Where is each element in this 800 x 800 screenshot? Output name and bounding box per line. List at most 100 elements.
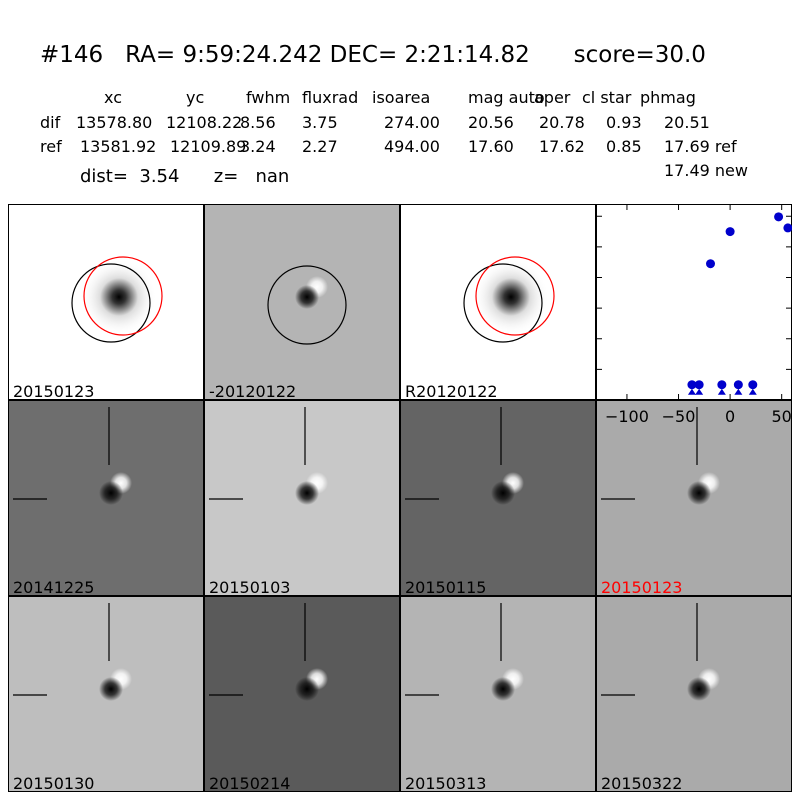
- cutout-image: [13, 407, 132, 505]
- cutout-image: [463, 256, 555, 343]
- row-value: 3.24: [240, 137, 276, 156]
- column-header: cl star: [582, 88, 632, 107]
- x-tick-label: −100: [605, 407, 649, 426]
- row-value: 8.56: [240, 113, 276, 132]
- reference-circle: [83, 256, 163, 336]
- row-value: 12109.89: [170, 137, 247, 156]
- source-blob: [473, 259, 549, 335]
- column-header: mag auto: [468, 88, 545, 107]
- upper-limit-arrow: [734, 388, 743, 395]
- panel-date-label: 20150103: [209, 578, 291, 596]
- cutout-image: [601, 603, 720, 701]
- x-tick-label: 50: [772, 407, 792, 426]
- negative-residual: [687, 677, 711, 701]
- panel-date-label: 20150214: [209, 774, 291, 792]
- panel-date-label: R20120122: [405, 382, 498, 400]
- panel-date-label: 20150115: [405, 578, 487, 596]
- cutout-image: [209, 603, 328, 701]
- row-value: 20.78: [539, 113, 585, 132]
- column-header: fwhm: [246, 88, 291, 107]
- upper-limit-arrow: [687, 388, 696, 395]
- aperture-circle: [71, 263, 151, 343]
- row-value: 13578.80: [76, 113, 153, 132]
- cutout-panel: 20150130: [8, 596, 204, 792]
- cutout-panel: 20150115: [400, 400, 596, 596]
- negative-residual: [687, 481, 711, 505]
- cutout-image: [405, 603, 524, 701]
- plot-frame: [596, 204, 792, 400]
- column-header: xc: [104, 88, 122, 107]
- row-value: 17.60: [468, 137, 514, 156]
- negative-residual: [491, 481, 515, 505]
- row-value: 17.69 ref: [664, 137, 737, 156]
- data-point: [774, 212, 784, 222]
- reference-circle: [475, 256, 555, 336]
- x-tick-label: −50: [662, 407, 696, 426]
- upper-limit-point: [687, 380, 697, 390]
- row-value: 0.93: [606, 113, 642, 132]
- data-point: [725, 227, 735, 237]
- row-value: 20.56: [468, 113, 514, 132]
- cutout-panel: 20141225: [8, 400, 204, 596]
- upper-limit-arrow: [695, 388, 704, 395]
- row-value: 20.51: [664, 113, 710, 132]
- cutout-panel: -20120122: [204, 204, 400, 400]
- column-header: phmag: [640, 88, 696, 107]
- panel-date-label: 20150322: [601, 774, 683, 792]
- cutout-panel: 20150313: [400, 596, 596, 792]
- panel-date-label: 20150123: [13, 382, 95, 400]
- upper-limit-arrow: [748, 388, 757, 395]
- column-header: isoarea: [372, 88, 431, 107]
- panel-date-label: -20120122: [209, 382, 297, 400]
- cutout-image: [601, 407, 720, 505]
- cutout-image: [13, 603, 132, 701]
- data-point: [783, 223, 792, 233]
- negative-residual: [99, 677, 123, 701]
- cutout-panel: R20120122: [400, 204, 596, 400]
- column-header: aper: [534, 88, 571, 107]
- row-value: 3.75: [302, 113, 338, 132]
- aperture-circle: [463, 263, 543, 343]
- row-value: 0.85: [606, 137, 642, 156]
- row-value: 2.27: [302, 137, 338, 156]
- panel-date-label: 20150123: [601, 578, 683, 596]
- cutout-panel: 20150123: [8, 204, 204, 400]
- source-blob: [81, 259, 157, 335]
- cutout-panel: 20150103: [204, 400, 400, 596]
- negative-residual: [295, 481, 319, 505]
- row-value: 274.00: [384, 113, 440, 132]
- negative-residual: [295, 677, 319, 701]
- panel-date-label: 20150130: [13, 774, 95, 792]
- panel-date-label: 20150313: [405, 774, 487, 792]
- cutout-image: [209, 407, 328, 505]
- dist-line: dist= 3.54 z= nan: [80, 166, 290, 187]
- page-title: #146 RA= 9:59:24.242 DEC= 2:21:14.82 sco…: [40, 42, 706, 68]
- negative-residual: [295, 285, 319, 309]
- cutout-panel: 20150214: [204, 596, 400, 792]
- row-value: 13581.92: [80, 137, 157, 156]
- column-header: yc: [186, 88, 205, 107]
- upper-limit-point: [733, 380, 743, 390]
- row-value: 17.62: [539, 137, 585, 156]
- cutout-image: [405, 407, 524, 505]
- row-label: ref: [40, 137, 62, 156]
- aperture-circle: [267, 265, 347, 345]
- upper-limit-arrow: [717, 388, 726, 395]
- column-header: fluxrad: [302, 88, 359, 107]
- row-value: 12108.22: [166, 113, 243, 132]
- upper-limit-point: [748, 380, 758, 390]
- negative-residual: [99, 481, 123, 505]
- row-label: dif: [40, 113, 61, 132]
- upper-limit-point: [694, 380, 704, 390]
- cutout-image: [71, 256, 163, 343]
- cutout-image: [267, 265, 347, 345]
- data-point: [706, 259, 716, 269]
- cutout-panel: 20150123: [596, 400, 792, 596]
- panel-date-label: 20141225: [13, 578, 95, 596]
- phmag-new: 17.49 new: [664, 161, 748, 180]
- row-value: 494.00: [384, 137, 440, 156]
- cutout-panel: 20150322: [596, 596, 792, 792]
- negative-residual: [491, 677, 515, 701]
- upper-limit-point: [717, 380, 727, 390]
